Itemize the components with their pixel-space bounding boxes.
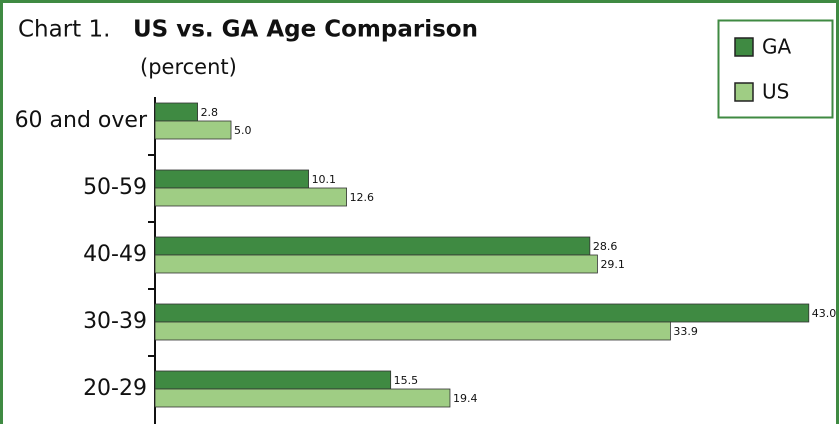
bar xyxy=(154,120,232,140)
bar xyxy=(154,169,309,189)
value-label: 43.0 xyxy=(812,307,837,320)
bar xyxy=(154,388,451,408)
value-label: 10.1 xyxy=(312,173,337,186)
bar xyxy=(154,321,671,341)
category-label: 20-29 xyxy=(83,376,147,401)
category-label: 30-39 xyxy=(83,309,147,334)
bar xyxy=(154,303,810,323)
value-label: 2.8 xyxy=(201,106,219,119)
category-label: 40-49 xyxy=(83,242,147,267)
value-label: 29.1 xyxy=(600,258,625,271)
bar xyxy=(154,187,347,207)
bar xyxy=(154,102,198,122)
category-label: 50-59 xyxy=(83,175,147,200)
bar xyxy=(154,236,591,256)
value-label: 5.0 xyxy=(234,124,252,137)
legend-swatch xyxy=(734,82,754,102)
legend-label: US xyxy=(762,80,789,104)
bar xyxy=(154,254,598,274)
category-label: 60 and over xyxy=(15,108,148,133)
legend-label: GA xyxy=(762,35,791,59)
bar xyxy=(154,370,392,390)
value-label: 33.9 xyxy=(673,325,698,338)
value-label: 15.5 xyxy=(394,374,419,387)
chart-subtitle: (percent) xyxy=(140,55,237,79)
value-label: 28.6 xyxy=(593,240,618,253)
chart-title: US vs. GA Age Comparison xyxy=(133,17,478,43)
legend-swatch xyxy=(734,37,754,57)
value-label: 19.4 xyxy=(453,392,478,405)
chart-label: Chart 1. xyxy=(18,17,110,43)
value-label: 12.6 xyxy=(350,191,375,204)
